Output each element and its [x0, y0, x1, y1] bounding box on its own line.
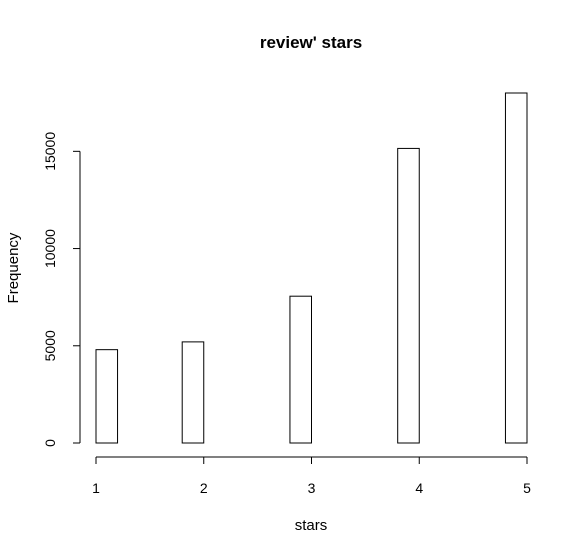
x-axis: 1 2 3 4 5 [92, 456, 531, 496]
y-axis: 0 5000 10000 15000 [42, 132, 81, 447]
y-tick-label: 15000 [42, 132, 58, 171]
histogram-bar [397, 147, 420, 444]
y-tick-label: 5000 [42, 330, 58, 361]
histogram-bar [95, 349, 119, 444]
bars-group [95, 92, 528, 444]
histogram-bar [181, 341, 205, 444]
y-axis-label: Frequency [5, 232, 22, 303]
y-tick-label: 10000 [42, 229, 58, 268]
histogram-bar [289, 295, 313, 444]
x-axis-label: stars [295, 517, 328, 534]
histogram-bar [504, 92, 528, 444]
x-tick-label: 2 [200, 480, 208, 496]
x-tick-label: 4 [415, 480, 423, 496]
chart-title: review' stars [260, 33, 362, 52]
x-tick-label: 1 [92, 480, 100, 496]
y-tick-label: 0 [42, 439, 58, 447]
x-tick-label: 5 [523, 480, 531, 496]
x-tick-label: 3 [308, 480, 316, 496]
